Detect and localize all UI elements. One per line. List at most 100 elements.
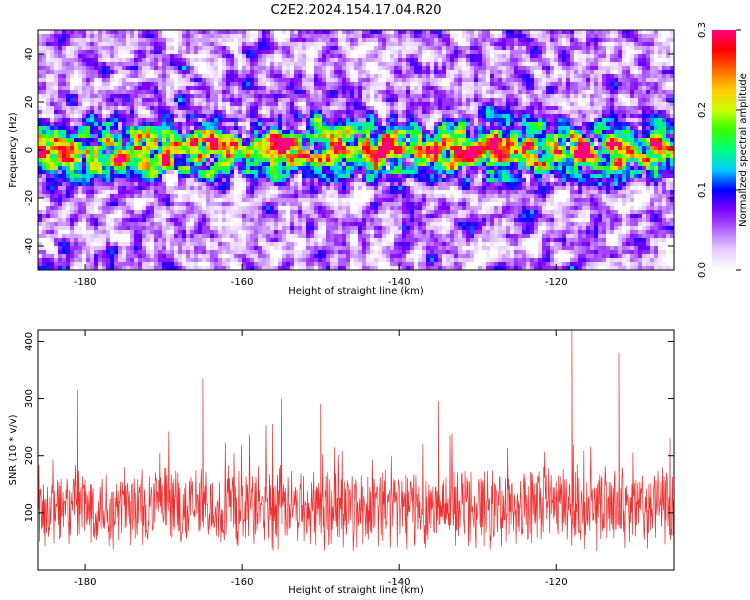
heatmap-cell	[462, 102, 467, 107]
heatmap-cell	[406, 50, 411, 55]
heatmap-cell	[438, 150, 443, 155]
heatmap-cell	[42, 54, 47, 59]
heatmap-cell	[114, 66, 119, 71]
heatmap-cell	[298, 94, 303, 99]
heatmap-cell	[586, 30, 591, 35]
heatmap-cell	[290, 114, 295, 119]
heatmap-cell	[530, 102, 535, 107]
heatmap-cell	[470, 146, 475, 151]
heatmap-cell	[258, 50, 263, 55]
heatmap-cell	[354, 46, 359, 51]
heatmap-cell	[230, 142, 235, 147]
heatmap-cell	[70, 130, 75, 135]
heatmap-cell	[182, 38, 187, 43]
heatmap-cell	[598, 118, 603, 123]
heatmap-cell	[586, 114, 591, 119]
heatmap-cell	[634, 50, 639, 55]
heatmap-cell	[270, 58, 275, 63]
heatmap-cell	[294, 122, 299, 127]
heatmap-cell	[258, 82, 263, 87]
heatmap-cell	[114, 34, 119, 39]
heatmap-cell	[470, 50, 475, 55]
heatmap-cell	[142, 78, 147, 83]
heatmap-cell	[666, 102, 671, 107]
heatmap-cell	[162, 86, 167, 91]
heatmap-cell	[158, 142, 163, 147]
heatmap-cell	[74, 126, 79, 131]
heatmap-cell	[522, 94, 527, 99]
heatmap-cell	[438, 74, 443, 79]
heatmap-cell	[162, 134, 167, 139]
heatmap-cell	[290, 134, 295, 139]
heatmap-cell	[70, 82, 75, 87]
heatmap-cell	[398, 138, 403, 143]
heatmap-cell	[442, 46, 447, 51]
heatmap-cell	[402, 106, 407, 111]
heatmap-cell	[610, 122, 615, 127]
heatmap-cell	[554, 78, 559, 83]
heatmap-cell	[562, 38, 567, 43]
heatmap-cell	[542, 90, 547, 95]
heatmap-cell	[242, 98, 247, 103]
heatmap-cell	[86, 38, 91, 43]
heatmap-cell	[514, 126, 519, 131]
heatmap-cell	[362, 62, 367, 67]
heatmap-cell	[526, 126, 531, 131]
heatmap-cell	[254, 66, 259, 71]
heatmap-cell	[90, 38, 95, 43]
heatmap-cell	[294, 126, 299, 131]
heatmap-cell	[526, 74, 531, 79]
heatmap-cell	[78, 146, 83, 151]
heatmap-cell	[222, 74, 227, 79]
heatmap-cell	[542, 38, 547, 43]
heatmap-cell	[102, 138, 107, 143]
heatmap-cell	[654, 90, 659, 95]
heatmap-cell	[114, 150, 119, 155]
heatmap-cell	[262, 86, 267, 91]
heatmap-cell	[538, 34, 543, 39]
heatmap-cell	[302, 138, 307, 143]
heatmap-cell	[90, 94, 95, 99]
heatmap-cell	[54, 154, 59, 159]
heatmap-cell	[402, 150, 407, 155]
heatmap-cell	[394, 126, 399, 131]
heatmap-cell	[442, 142, 447, 147]
heatmap-cell	[502, 118, 507, 123]
heatmap-cell	[158, 54, 163, 59]
heatmap-cell	[206, 102, 211, 107]
heatmap-cell	[118, 134, 123, 139]
heatmap-cell	[38, 134, 43, 139]
heatmap-cell	[162, 38, 167, 43]
heatmap-cell	[406, 94, 411, 99]
heatmap-cell	[290, 86, 295, 91]
heatmap-cell	[46, 150, 51, 155]
heatmap-cell	[198, 86, 203, 91]
heatmap-cell	[578, 30, 583, 35]
heatmap-cell	[602, 58, 607, 63]
heatmap-cell	[482, 110, 487, 115]
heatmap-cell	[234, 62, 239, 67]
heatmap-cell	[342, 78, 347, 83]
heatmap-cell	[438, 90, 443, 95]
heatmap-cell	[346, 118, 351, 123]
heatmap-cell	[558, 58, 563, 63]
heatmap-cell	[70, 114, 75, 119]
heatmap-cell	[438, 114, 443, 119]
heatmap-cell	[202, 70, 207, 75]
heatmap-cell	[222, 70, 227, 75]
heatmap-cell	[314, 66, 319, 71]
heatmap-cell	[570, 122, 575, 127]
heatmap-cell	[154, 146, 159, 151]
heatmap-cell	[218, 94, 223, 99]
heatmap-cell	[594, 150, 599, 155]
heatmap-cell	[394, 50, 399, 55]
heatmap-cell	[266, 102, 271, 107]
heatmap-cell	[290, 58, 295, 63]
heatmap-cell	[334, 34, 339, 39]
heatmap-cell	[394, 122, 399, 127]
heatmap-cell	[102, 46, 107, 51]
heatmap-cell	[302, 30, 307, 35]
heatmap-cell	[278, 102, 283, 107]
heatmap-cell	[38, 94, 43, 99]
heatmap-cell	[602, 126, 607, 131]
